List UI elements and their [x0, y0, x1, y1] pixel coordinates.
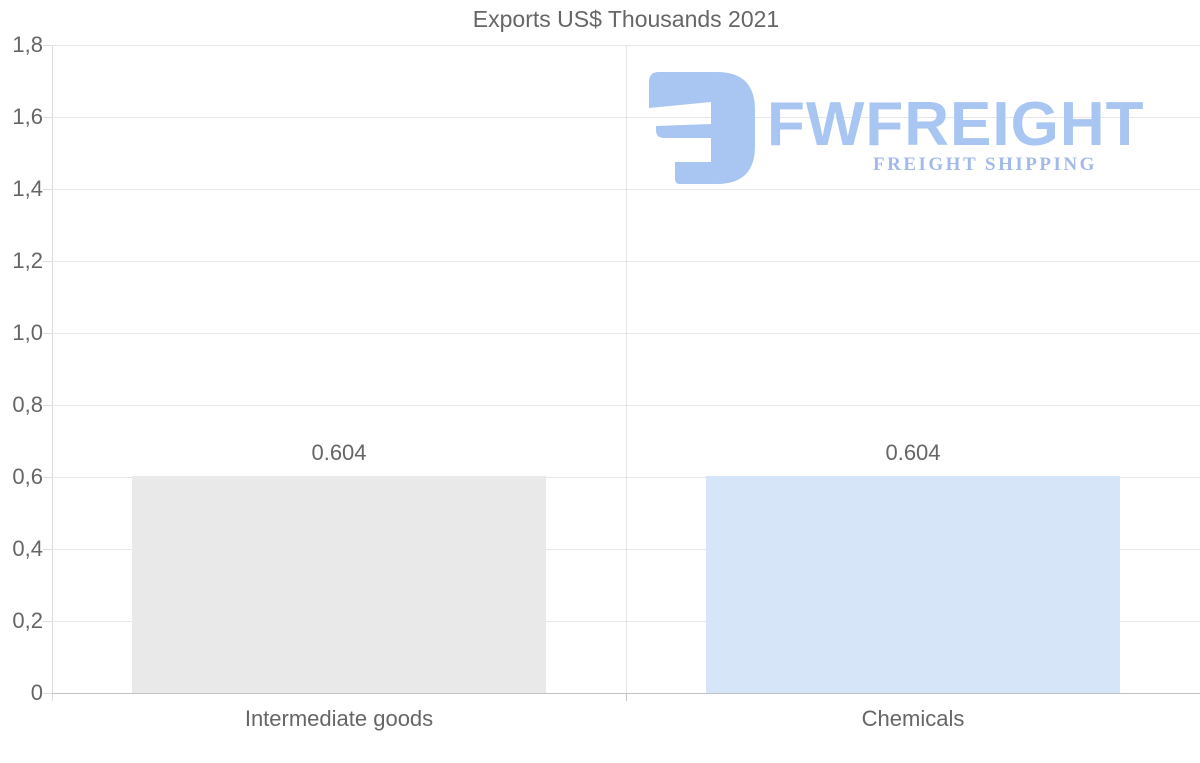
- bar: [706, 476, 1120, 693]
- y-axis-tick: [43, 333, 52, 334]
- y-axis-tick: [43, 549, 52, 550]
- y-axis-tick: [43, 477, 52, 478]
- y-axis-tick: [43, 117, 52, 118]
- category-separator: [626, 45, 627, 693]
- plot-area: 1,8 1,6 1,4 1,2 1,0 0,8 0,6 0,4 0,2 0 0.604 Interme…: [12, 32, 1200, 731]
- y-axis-tick: [43, 189, 52, 190]
- bar: [132, 476, 546, 693]
- y-axis-label: 0,4: [12, 536, 43, 561]
- y-axis-label: 1,4: [12, 176, 43, 201]
- logo-tagline: FREIGHT SHIPPING: [873, 154, 1097, 175]
- bar-value-label: 0.604: [311, 440, 367, 465]
- bar-value-label: 0.604: [885, 440, 941, 465]
- y-axis-label: 1,6: [12, 104, 43, 129]
- chart-title: Exports US$ Thousands 2021: [472, 6, 780, 32]
- logo-wordmark: FWFREIGHT: [767, 90, 1145, 159]
- y-axis-line: [52, 45, 53, 701]
- y-axis-tick: [43, 45, 52, 46]
- watermark-logo: FWFREIGHT FREIGHT SHIPPING: [649, 72, 1149, 187]
- y-axis-label: 0,8: [12, 392, 43, 417]
- y-axis-label: 0: [30, 680, 43, 705]
- fwfreight-logo-icon: [649, 72, 755, 184]
- y-axis-label: 1,8: [12, 32, 43, 57]
- y-axis-label: 0,6: [12, 464, 43, 489]
- x-axis-label: Intermediate goods: [244, 706, 434, 731]
- y-axis-tick: [43, 693, 52, 694]
- y-axis-label: 1,0: [12, 320, 43, 345]
- y-axis-tick: [43, 621, 52, 622]
- y-axis-tick: [43, 405, 52, 406]
- y-axis-tick: [43, 261, 52, 262]
- category-separator-tick: [626, 693, 627, 701]
- y-axis-label: 1,2: [12, 248, 43, 273]
- x-axis-label: Chemicals: [861, 706, 965, 731]
- y-axis-label: 0,2: [12, 608, 43, 633]
